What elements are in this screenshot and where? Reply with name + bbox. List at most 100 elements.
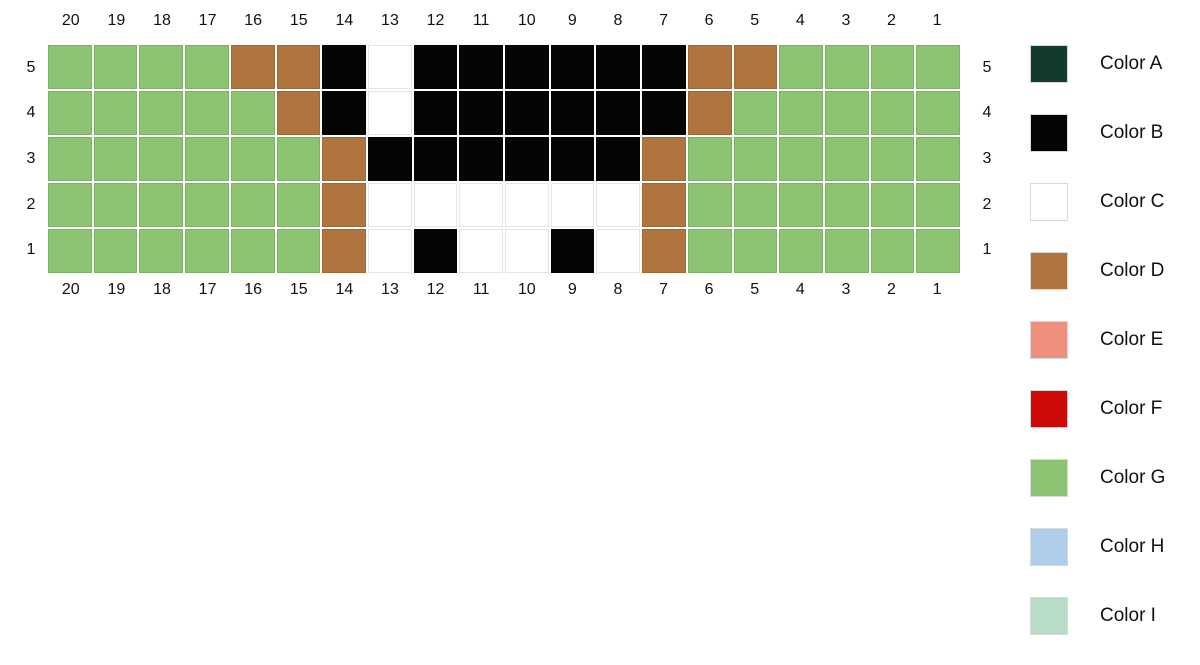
grid-cell [459,229,503,273]
grid-cell [824,45,869,89]
grid-cell [48,45,92,89]
column-label-bottom: 1 [932,281,942,298]
legend-color-swatch [1030,114,1068,152]
column-label-top: 7 [659,12,668,29]
grid-cell [322,229,366,273]
grid-cell [322,91,366,135]
grid-cell [230,229,275,273]
column-label-top: 13 [381,12,399,29]
grid-cell [824,183,869,227]
grid-cell [642,137,686,181]
legend-label: Color C [1100,191,1165,212]
column-label-top: 8 [613,12,623,29]
legend-item: Color I [1030,597,1165,635]
column-label-top: 15 [289,12,308,29]
column-label-top: 4 [795,12,805,29]
grid-cell [550,91,595,135]
grid-cell [93,45,138,89]
grid-cell [505,137,549,181]
grid-cell [413,137,458,181]
grid-cell [459,183,503,227]
row-labels-right: 5 4 3 2 1 [972,45,1002,273]
row-label-right: 4 [982,104,992,122]
grid-cell [185,91,229,135]
grid-cell [642,183,686,227]
grid-cell [824,137,869,181]
grid-cell [276,137,321,181]
grid-cell [48,183,92,227]
column-label-top: 3 [841,12,851,29]
row-label-right: 1 [982,241,992,259]
grid-cell [687,137,732,181]
column-label-top: 11 [472,12,490,29]
column-label-bottom: 8 [613,281,623,298]
grid-cell [870,91,915,135]
grid-cell [139,183,184,227]
grid-cell [230,45,275,89]
legend-color-swatch [1030,45,1068,83]
grid-cell [824,229,869,273]
column-label-bottom: 20 [61,281,80,298]
grid-cell [93,183,138,227]
row-labels-left: 5 4 3 2 1 [16,45,46,273]
grid-cell [550,229,595,273]
grid-cell [916,137,960,181]
grid-cell [276,91,321,135]
grid-cell [413,183,458,227]
grid-cell [48,91,92,135]
column-label-top: 12 [426,12,445,29]
grid-cell [779,45,823,89]
grid-cell [870,183,915,227]
legend-color-swatch [1030,252,1068,290]
grid-cell [367,137,412,181]
grid-cell [139,45,184,89]
row-label-left: 5 [26,58,36,76]
grid-cell [505,183,549,227]
grid-cell [413,45,458,89]
legend-color-swatch [1030,321,1068,359]
grid-cell [916,183,960,227]
grid-cell [870,137,915,181]
grid-cell [48,229,92,273]
grid-cell [459,45,503,89]
legend-label: Color I [1100,605,1156,626]
legend-label: Color B [1100,122,1164,143]
grid-cell [779,229,823,273]
grid-cell [276,183,321,227]
row-label-right: 5 [982,58,992,76]
grid-cell [230,91,275,135]
grid-cell [93,229,138,273]
grid-cell [870,45,915,89]
legend-label: Color A [1100,53,1163,74]
column-label-bottom: 11 [472,281,490,298]
legend-item: Color A [1030,45,1165,83]
column-labels-top: 20 19 18 17 16 15 14 13 12 11 10 9 8 7 6 5 4 3 2 1 [48,12,960,32]
grid-cell [733,45,778,89]
column-label-bottom: 12 [426,281,445,298]
row-label-left: 2 [26,195,36,213]
grid-cell [687,91,732,135]
grid-cell [48,137,92,181]
row-label-right: 2 [982,195,992,213]
grid-cell [276,229,321,273]
grid-cell [779,91,823,135]
grid-cell [733,91,778,135]
column-label-bottom: 9 [567,281,577,298]
grid-cell [596,137,641,181]
grid-cell [505,229,549,273]
grid-cell [322,183,366,227]
column-label-bottom: 18 [153,281,171,298]
grid-cell [550,137,595,181]
legend-item: Color F [1030,390,1165,428]
grid-cell [642,91,686,135]
grid-cell [139,137,184,181]
grid-cell [916,229,960,273]
grid-cell [642,229,686,273]
legend-color-swatch [1030,597,1068,635]
grid-cell [367,229,412,273]
legend-item: Color D [1030,252,1165,290]
legend-label: Color H [1100,536,1165,557]
grid-cell [93,137,138,181]
column-label-bottom: 2 [887,281,896,298]
